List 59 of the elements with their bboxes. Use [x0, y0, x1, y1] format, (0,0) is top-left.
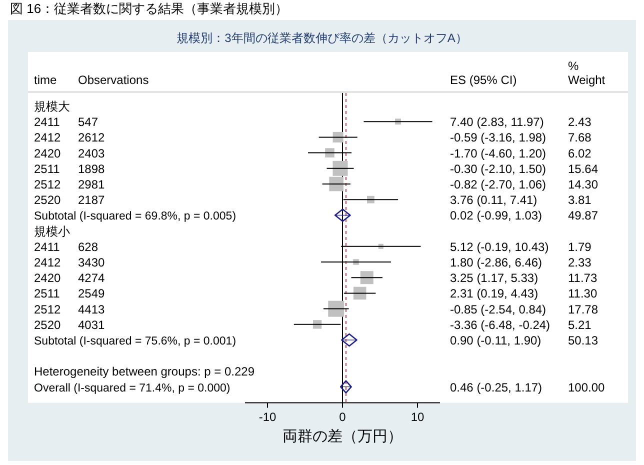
category-label: 2412 3430 [34, 256, 105, 270]
text: 11.30 [568, 286, 598, 301]
y-tick-label: Subtotal (I-squared = 75.6%, p = 0.001) [34, 336, 236, 348]
text: 6.02 [568, 146, 592, 160]
text: Weight [568, 73, 606, 87]
y-tick-label: Subtotal (I-squared = 69.8%, p = 0.005) [34, 210, 236, 223]
text: 0.90 (-0.11, 1.90) [450, 334, 542, 348]
text: time [34, 73, 57, 87]
x-tick-label: -10 [258, 410, 276, 424]
text: 49.87 [568, 208, 598, 223]
category-label: 2520 4031 [34, 318, 105, 332]
text: 0.02 (-0.99, 1.03) [450, 208, 542, 223]
category-label: 2411 628 [34, 240, 98, 254]
chart-title: 図 16：従業者数に関する結果（事業者規模別） [10, 1, 288, 16]
text: 1.79 [568, 240, 592, 254]
text: 17.78 [568, 302, 598, 316]
text: 100.00 [568, 380, 606, 394]
y-tick-label: Heterogeneity between groups: p = 0.229 [34, 364, 255, 379]
y-tick-label: 規模小 [34, 224, 70, 238]
category-label: 2420 2403 [34, 146, 105, 160]
text: 2.33 [568, 256, 592, 270]
category-label: 2512 2981 [34, 178, 105, 192]
text: -0.85 (-2.54, 0.84) [450, 302, 546, 316]
text: -0.30 (-2.10, 1.50) [450, 162, 546, 176]
category-label: 2520 2187 [34, 193, 105, 208]
text: -3.36 (-6.48, -0.24) [450, 318, 550, 332]
text: -0.82 (-2.70, 1.06) [450, 178, 546, 192]
text: 14.30 [568, 178, 598, 192]
y-tick-label: Overall (I-squared = 71.4%, p = 0.000) [34, 382, 230, 394]
category-label: 2512 4413 [34, 302, 105, 316]
chart-subtitle: 規模別：3年間の従業者数伸び率の差（カットオフA） [176, 31, 468, 45]
text: 11.73 [568, 271, 598, 286]
text: 7.40 (2.83, 11.97) [450, 115, 544, 130]
category-label: 2411 547 [34, 115, 98, 130]
category-label: 2511 2549 [34, 286, 105, 301]
x-tick-label: 10 [410, 410, 424, 424]
category-label: 2420 4274 [34, 271, 105, 286]
text: 5.21 [568, 318, 592, 332]
x-tick-label: 0 [339, 410, 346, 424]
x-axis-title: 両群の差（万円） [282, 428, 402, 445]
text: 1.80 (-2.86, 6.46) [450, 256, 542, 270]
text: 7.68 [568, 130, 592, 145]
category-label: 2511 1898 [34, 162, 105, 176]
category-label: 2412 2612 [34, 130, 105, 145]
text: 15.64 [568, 162, 598, 176]
text: -0.59 (-3.16, 1.98) [450, 130, 546, 145]
text: ES (95% CI) [450, 73, 517, 87]
text: Observations [78, 73, 149, 87]
text: 3.25 (1.17, 5.33) [450, 271, 538, 286]
text: 2.31 (0.19, 4.43) [450, 286, 538, 301]
text: 50.13 [568, 334, 598, 348]
text: % [568, 59, 579, 73]
text: -1.70 (-4.60, 1.20) [450, 146, 546, 160]
y-tick-label: 規模大 [34, 100, 70, 114]
text: 0.46 (-0.25, 1.17) [450, 380, 542, 394]
text: 5.12 (-0.19, 10.43) [450, 240, 549, 254]
text: 3.81 [568, 193, 592, 208]
text: 2.43 [568, 115, 592, 130]
text: 3.76 (0.11, 7.41) [450, 193, 538, 208]
